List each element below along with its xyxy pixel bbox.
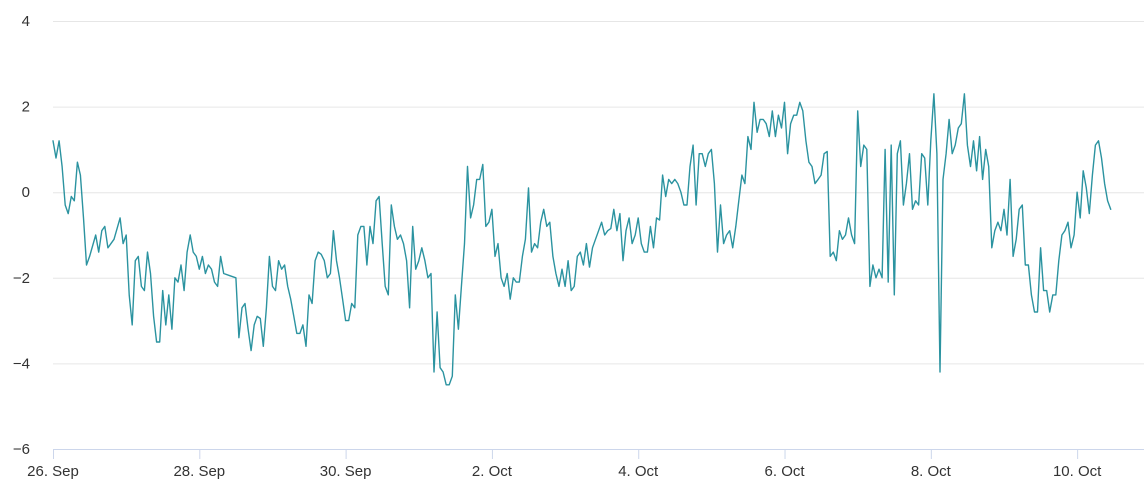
y-tick-label: 2 (22, 99, 30, 116)
series-line (52, 93, 1112, 386)
x-tick-label: 4. Oct (618, 463, 659, 480)
x-axis-ticks (53, 449, 1079, 459)
y-tick-label: −4 (13, 355, 30, 372)
y-tick-label: 0 (22, 184, 30, 201)
x-axis-labels: 26. Sep 28. Sep 30. Sep 2. Oct 4. Oct 6. Oct 8… (27, 463, 1102, 480)
series-group (52, 93, 1112, 386)
y-tick-label: 4 (22, 13, 30, 30)
x-tick-label: 10. Oct (1053, 463, 1102, 480)
x-tick-label: 28. Sep (173, 463, 225, 480)
y-tick-label: −2 (13, 270, 30, 287)
x-tick-label: 8. Oct (911, 463, 952, 480)
x-tick-label: 30. Sep (320, 463, 372, 480)
grid-lines (53, 21, 1144, 365)
x-tick-label: 6. Oct (765, 463, 806, 480)
y-tick-label: −6 (13, 441, 30, 458)
x-tick-label: 26. Sep (27, 463, 79, 480)
y-axis-labels: −6 −4 −2 0 2 4 (13, 13, 30, 458)
x-tick-label: 2. Oct (472, 463, 513, 480)
